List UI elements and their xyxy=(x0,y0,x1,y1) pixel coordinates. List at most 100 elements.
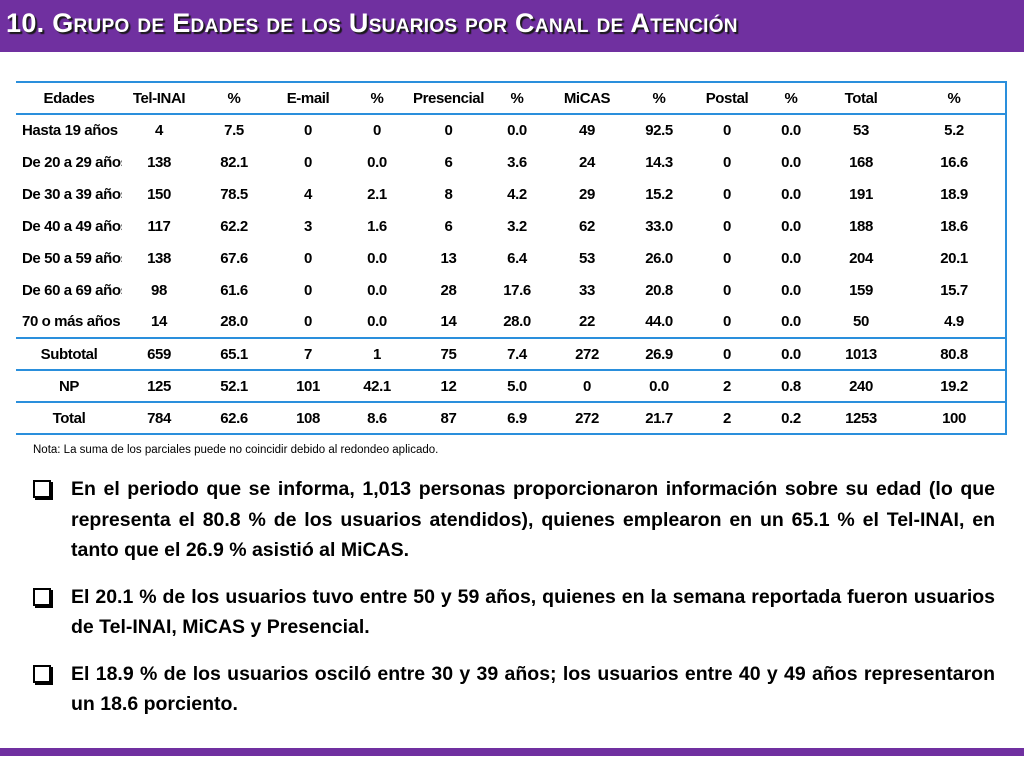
table-cell: 2 xyxy=(691,370,763,403)
table-cell: 0 xyxy=(304,313,312,330)
table-cell: 21.7 xyxy=(627,402,691,435)
table-row: De 60 a 69 años 98 61.6 0 0.0 28 17.6 33 20.8 0 0.… xyxy=(16,274,1007,306)
table-cell: 15.7 xyxy=(903,274,1007,306)
age-group-label: Hasta 19 años xyxy=(22,122,118,139)
table-cell: 67.6 xyxy=(220,249,248,267)
age-group-label: De 60 a 69 años xyxy=(22,281,122,299)
table-cell: 150 xyxy=(147,185,171,203)
age-group-label: De 40 a 49 años xyxy=(22,217,122,235)
bullet-item: El 20.1 % de los usuarios tuvo entre 50 … xyxy=(33,582,995,643)
table-cell: 6 xyxy=(444,217,453,235)
table-cell: 14 xyxy=(440,313,457,330)
table-cell: 0 xyxy=(723,249,731,267)
table-cell: 28.0 xyxy=(220,313,248,330)
bottom-bar xyxy=(0,748,1024,756)
table-cell: 62 xyxy=(579,217,595,235)
table-cell: 0 xyxy=(304,281,312,299)
column-header: E-mail xyxy=(272,81,344,115)
table-cell: 98 xyxy=(151,281,167,299)
bullet-list: En el periodo que se informa, 1,013 pers… xyxy=(33,474,995,736)
table-cell: 0 xyxy=(723,185,731,203)
table-cell: 1013 xyxy=(819,337,903,371)
slide-title: 10. Grupo de Edades de los Usuarios por … xyxy=(6,8,738,38)
table-cell: 0 xyxy=(723,122,731,139)
table-cell: 16.6 xyxy=(903,146,1007,178)
table-cell: 0 xyxy=(304,122,312,139)
table-cell: 61.6 xyxy=(220,281,248,299)
table-cell: 0 xyxy=(373,122,381,139)
table-cell: 7.4 xyxy=(487,337,547,371)
table-cell: 0.0 xyxy=(781,313,801,330)
summary-label: Total xyxy=(16,402,122,435)
table-cell: 50 xyxy=(853,313,869,330)
table-cell: 62.2 xyxy=(220,217,248,235)
table-cell: 0 xyxy=(444,122,453,139)
column-header: Presencial xyxy=(410,81,487,115)
checkbox-bullet-icon xyxy=(33,587,51,606)
table-cell: 191 xyxy=(849,185,873,203)
table-cell: 80.8 xyxy=(903,337,1007,371)
column-header: Edades xyxy=(16,81,122,115)
table-cell: 15.2 xyxy=(645,185,673,203)
column-header: % xyxy=(196,81,272,115)
table-cell: 0 xyxy=(691,337,763,371)
table-row: Hasta 19 años 4 7.5 0 0 0 0.0 49 92.5 0 0.0 53 5.2 xyxy=(16,114,1007,146)
table-cell: 78.5 xyxy=(220,185,248,203)
table-cell: 138 xyxy=(147,249,171,267)
column-header: % xyxy=(487,81,547,115)
table-cell: 4 xyxy=(304,185,312,203)
summary-row: Subtotal 659 65.1 7 1 75 7.4 272 26.9 0 0.0 1013 80.… xyxy=(16,337,1007,371)
table-row: De 20 a 29 años 138 82.1 0 0.0 6 3.6 24 14.3 0 0.0… xyxy=(16,146,1007,178)
summary-row: NP 125 52.1 101 42.1 12 5.0 0 0.0 2 0.8 240 19.2 xyxy=(16,370,1007,403)
table-cell: 33.0 xyxy=(645,217,673,235)
table-cell: 0 xyxy=(723,313,731,330)
table-cell: 33 xyxy=(579,281,595,299)
table-row: 70 o más años 14 28.0 0 0.0 14 28.0 22 44.0 0 0.0 5… xyxy=(16,306,1007,338)
column-header: % xyxy=(344,81,410,115)
table-cell: 188 xyxy=(849,217,873,235)
table-row: De 40 a 49 años 117 62.2 3 1.6 6 3.2 62 33.0 0 0.0… xyxy=(16,210,1007,242)
table-cell: 18.9 xyxy=(903,178,1007,210)
title-bar: 10. Grupo de Edades de los Usuarios por … xyxy=(0,0,1024,52)
age-group-table: Edades Tel-INAI% E-mail% Presencial% MiCAS% P… xyxy=(16,81,1007,435)
column-header: MiCAS xyxy=(547,81,627,115)
table-note: Nota: La suma de los parciales puede no … xyxy=(33,444,439,456)
table-cell: 26.9 xyxy=(627,337,691,371)
table-cell: 28 xyxy=(440,281,457,299)
table-cell: 0 xyxy=(547,370,627,403)
table-cell: 2.1 xyxy=(367,185,387,203)
checkbox-bullet-icon xyxy=(33,480,51,498)
table-cell: 0.8 xyxy=(763,370,819,403)
table-cell: 19.2 xyxy=(903,370,1007,403)
table-cell: 29 xyxy=(579,185,595,203)
table-cell: 82.1 xyxy=(220,153,248,171)
table-cell: 0.0 xyxy=(763,337,819,371)
bullet-text: El 20.1 % de los usuarios tuvo entre 50 … xyxy=(71,585,995,639)
table-cell: 0.0 xyxy=(781,122,801,139)
table-cell: 20.8 xyxy=(645,281,673,299)
table-cell: 8.6 xyxy=(344,402,410,435)
table-cell: 5.0 xyxy=(487,370,547,403)
table-cell: 784 xyxy=(122,402,196,435)
table-cell: 0 xyxy=(723,217,731,235)
column-header: Tel-INAI xyxy=(122,81,196,115)
age-group-table-container: Edades Tel-INAI% E-mail% Presencial% MiCAS% P… xyxy=(16,81,1007,435)
table-cell: 101 xyxy=(272,370,344,403)
table-cell: 75 xyxy=(410,337,487,371)
table-cell: 0.2 xyxy=(763,402,819,435)
table-cell: 0 xyxy=(723,153,731,171)
table-cell: 108 xyxy=(272,402,344,435)
table-cell: 0 xyxy=(723,281,731,299)
table-cell: 87 xyxy=(410,402,487,435)
summary-label: Subtotal xyxy=(16,337,122,371)
bullet-text: El 18.9 % de los usuarios osciló entre 3… xyxy=(71,662,995,716)
table-cell: 12 xyxy=(410,370,487,403)
table-cell: 0.0 xyxy=(367,313,387,330)
table-cell: 7.5 xyxy=(224,122,244,139)
table-cell: 1.6 xyxy=(367,217,387,235)
table-cell: 0 xyxy=(304,249,312,267)
table-cell: 272 xyxy=(547,337,627,371)
column-header: % xyxy=(763,81,819,115)
table-cell: 8 xyxy=(444,185,453,203)
table-cell: 52.1 xyxy=(196,370,272,403)
